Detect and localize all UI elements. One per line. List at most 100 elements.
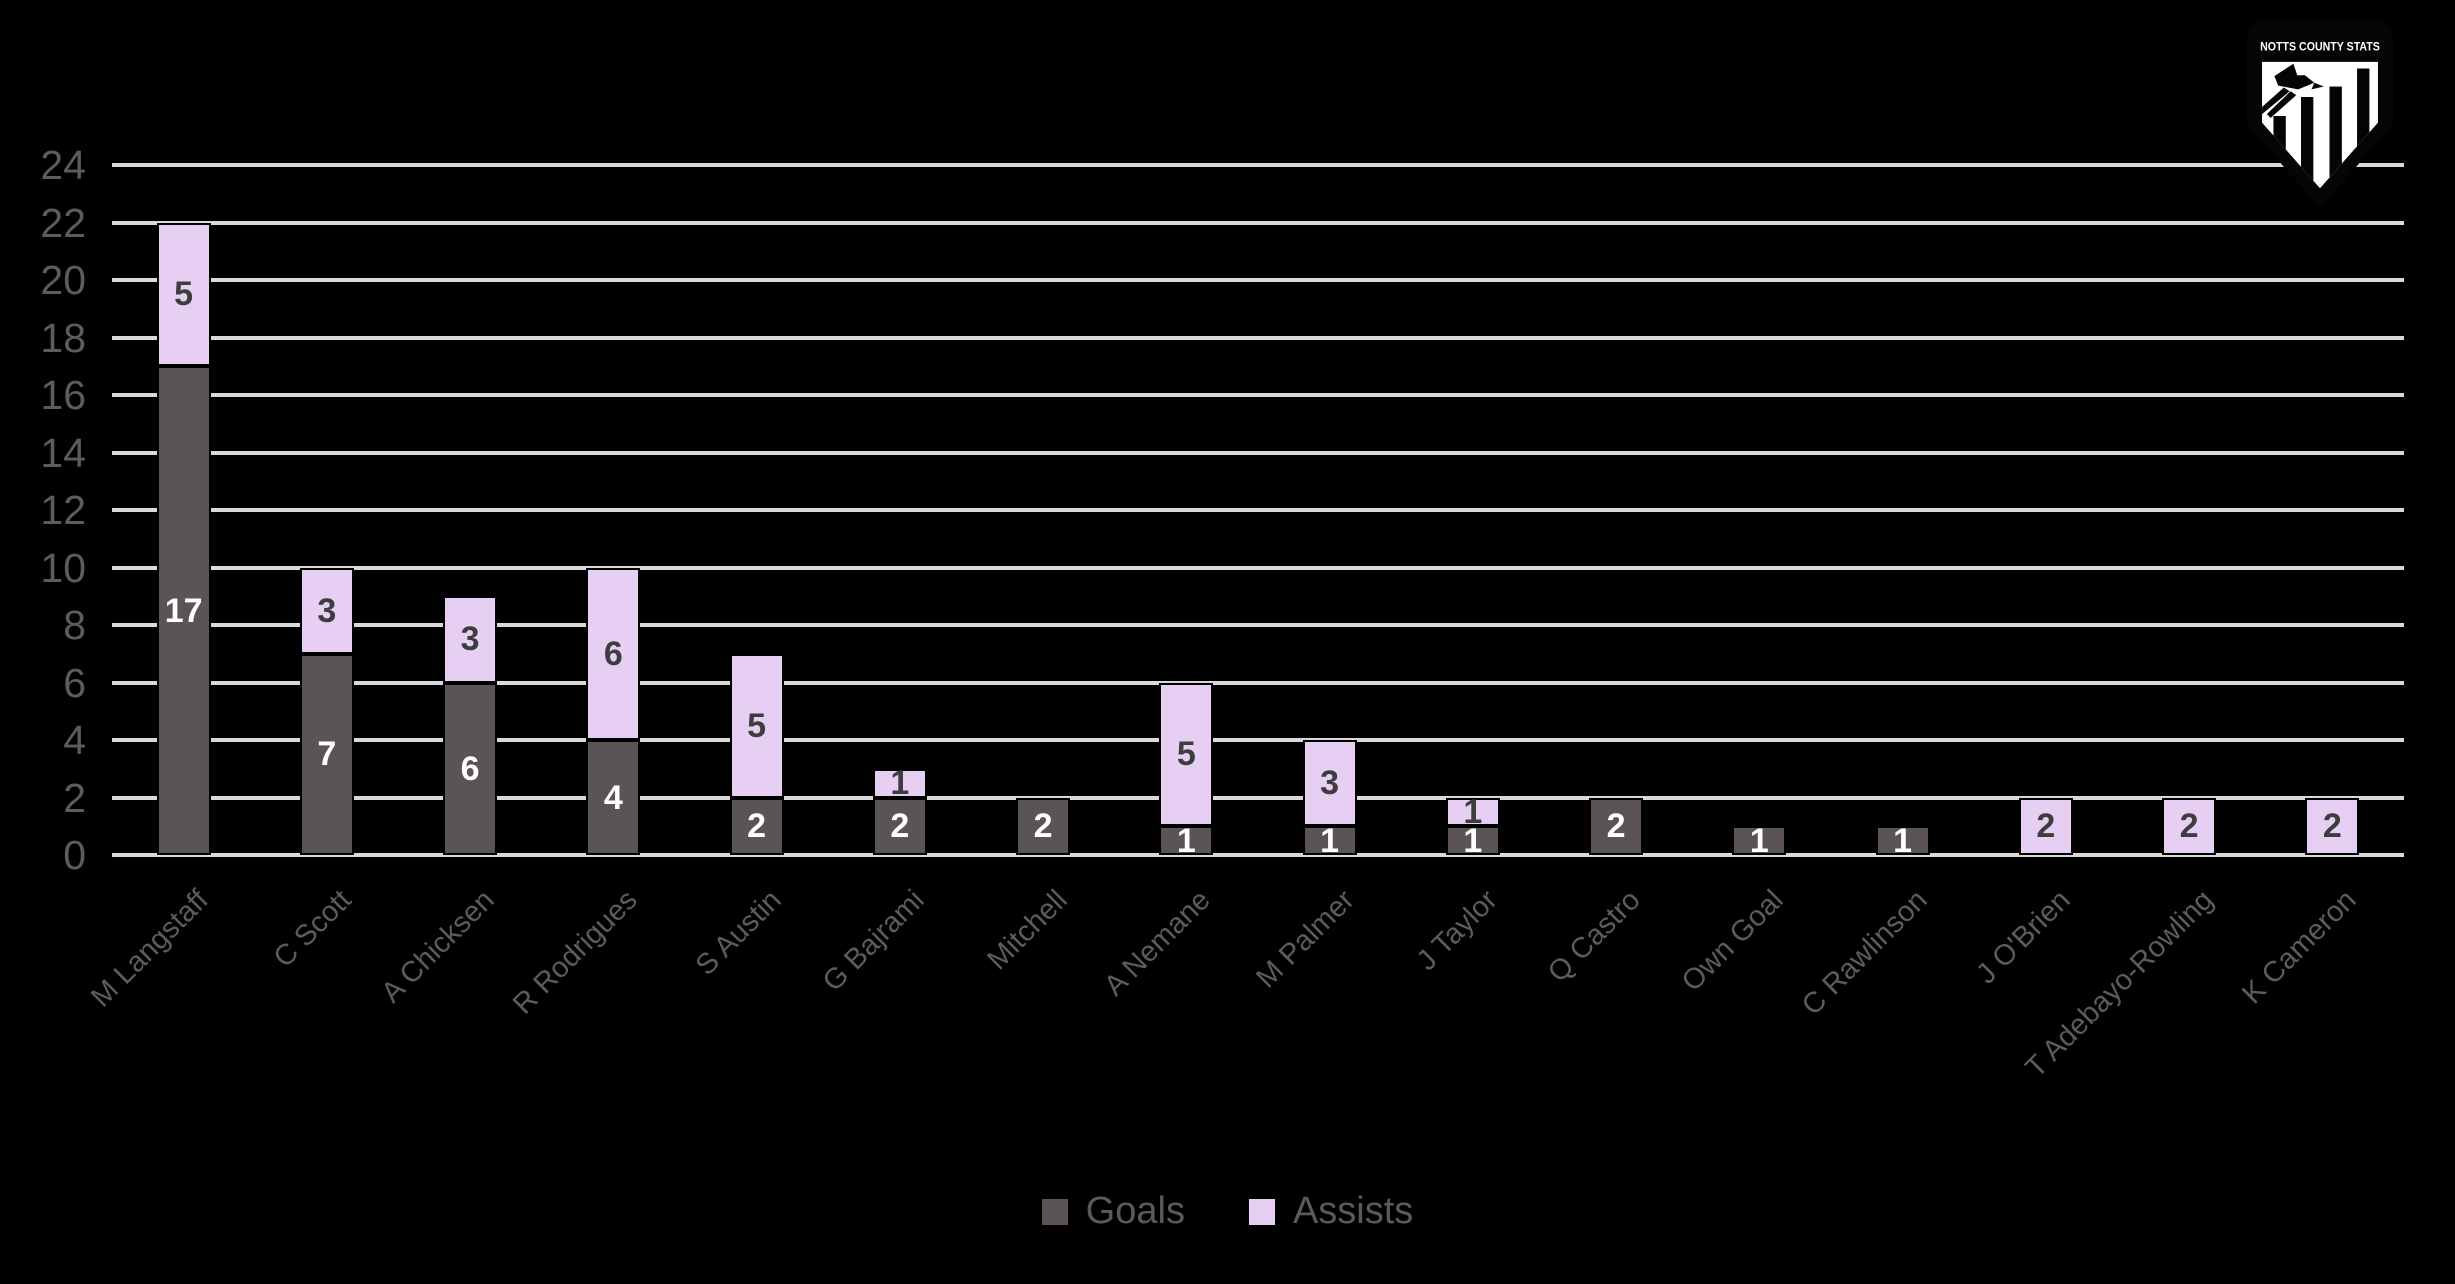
goals-bar-segment: 4 bbox=[586, 740, 641, 855]
goals-bar-segment: 2 bbox=[1016, 797, 1071, 855]
assists-bar-segment: 6 bbox=[586, 567, 641, 740]
x-axis-label: M Palmer bbox=[1249, 884, 1361, 995]
bar-value-label: 3 bbox=[460, 620, 480, 659]
gridline-y-16 bbox=[112, 393, 2404, 397]
assists-bar-segment: 3 bbox=[299, 567, 354, 654]
bar-value-label: 1 bbox=[1893, 821, 1913, 860]
goals-bar-segment: 7 bbox=[299, 653, 354, 855]
gridline-y-14 bbox=[112, 450, 2404, 455]
y-axis-tick-label: 22 bbox=[40, 199, 86, 246]
y-axis-tick-label: 16 bbox=[40, 372, 86, 418]
x-axis-label: Mitchell bbox=[981, 884, 1074, 977]
bar-value-label: 1 bbox=[890, 764, 910, 803]
goals-bar-segment: 1 bbox=[1732, 821, 1787, 860]
bar-value-label: 2 bbox=[1033, 807, 1053, 846]
assists-bar-segment: 2 bbox=[2305, 797, 2360, 855]
bar-value-label: 7 bbox=[317, 735, 337, 774]
gridline-y-2 bbox=[112, 795, 2404, 800]
assists-bar-segment: 5 bbox=[1159, 682, 1214, 827]
y-axis-tick-label: 20 bbox=[40, 257, 86, 303]
bar-value-label: 2 bbox=[890, 807, 910, 846]
assists-bar-segment: 1 bbox=[872, 764, 927, 803]
bar-value-label: 3 bbox=[1320, 764, 1340, 803]
legend-label-assists: Assists bbox=[1292, 1190, 1414, 1232]
logo-text: NOTTS COUNTY STATS bbox=[2260, 39, 2380, 53]
bar-value-label: 2 bbox=[2322, 807, 2342, 846]
x-axis-label: K Cameron bbox=[2236, 884, 2364, 1011]
bar-value-label: 2 bbox=[747, 807, 767, 846]
bar-value-label: 1 bbox=[1463, 792, 1483, 831]
assists-bar-segment: 5 bbox=[729, 653, 784, 798]
goals-bar-segment: 17 bbox=[156, 366, 211, 855]
x-axis-label: G Bajrami bbox=[816, 884, 931, 998]
assists-bar-segment: 1 bbox=[1445, 792, 1500, 831]
gridline-y-0 bbox=[112, 853, 2404, 857]
x-axis-label: J O'Brien bbox=[1970, 884, 2077, 991]
y-axis-tick-label: 10 bbox=[40, 544, 86, 591]
bar-value-label: 6 bbox=[460, 749, 480, 788]
gridline-y-18 bbox=[112, 335, 2404, 340]
bar-value-label: 2 bbox=[1606, 807, 1626, 846]
bar-value-label: 1 bbox=[1176, 821, 1196, 860]
gridline-y-24 bbox=[112, 163, 2404, 167]
gridline-y-10 bbox=[112, 565, 2404, 570]
bar-value-label: 1 bbox=[1320, 821, 1340, 860]
x-axis-label: C Scott bbox=[267, 884, 358, 974]
goals-swatch bbox=[1041, 1198, 1068, 1225]
bar-value-label: 5 bbox=[1176, 735, 1196, 774]
bar-value-label: 5 bbox=[174, 275, 194, 314]
y-axis-tick-label: 18 bbox=[40, 314, 86, 361]
legend-item-assists: Assists bbox=[1248, 1190, 1414, 1233]
assists-bar-segment: 3 bbox=[443, 596, 498, 683]
y-axis-tick-label: 14 bbox=[40, 429, 86, 476]
notts-county-stats-logo: NOTTS COUNTY STATS bbox=[2246, 20, 2394, 209]
x-axis-label: Own Goal bbox=[1676, 884, 1791, 998]
y-axis-tick-label: 12 bbox=[40, 487, 86, 533]
bar-value-label: 5 bbox=[747, 706, 767, 745]
gridline-y-4 bbox=[112, 738, 2404, 742]
bar-value-label: 3 bbox=[317, 591, 337, 630]
x-axis-label: R Rodrigues bbox=[507, 884, 645, 1021]
gridline-y-12 bbox=[112, 508, 2404, 512]
y-axis-tick-label: 2 bbox=[63, 774, 86, 821]
magpie-icon bbox=[2262, 63, 2324, 118]
bar-value-label: 4 bbox=[603, 778, 623, 817]
x-axis-label: J Taylor bbox=[1410, 884, 1504, 977]
gridline-y-22 bbox=[112, 220, 2404, 225]
goals-bar-segment: 1 bbox=[1302, 821, 1357, 860]
x-axis-label: A Nemane bbox=[1098, 884, 1218, 1003]
y-axis-tick-label: 4 bbox=[63, 717, 86, 763]
gridline-y-20 bbox=[112, 278, 2404, 282]
legend-item-goals: Goals bbox=[1041, 1190, 1185, 1233]
x-axis-label: Q Castro bbox=[1542, 884, 1647, 989]
y-axis-tick-label: 0 bbox=[63, 832, 86, 878]
bar-value-label: 2 bbox=[2179, 807, 2199, 846]
goals-bar-segment: 1 bbox=[1159, 821, 1214, 860]
x-axis-label: S Austin bbox=[689, 884, 788, 982]
assists-bar-segment: 3 bbox=[1302, 740, 1357, 827]
goals-bar-segment: 2 bbox=[729, 797, 784, 855]
gridline-y-6 bbox=[112, 680, 2404, 685]
y-axis-tick-label: 8 bbox=[63, 602, 86, 648]
gridline-y-8 bbox=[112, 623, 2404, 627]
assists-bar-segment: 5 bbox=[156, 222, 211, 367]
goals-bar-segment: 2 bbox=[872, 797, 927, 855]
bar-value-label: 1 bbox=[1749, 821, 1769, 860]
bar-value-label: 1 bbox=[1463, 821, 1483, 860]
y-axis-tick-label: 6 bbox=[63, 659, 86, 706]
bar-value-label: 2 bbox=[2036, 807, 2056, 846]
x-axis-label: T Adebayo-Rowling bbox=[2019, 884, 2220, 1085]
bar-value-label: 17 bbox=[164, 591, 203, 630]
assists-bar-segment: 2 bbox=[2018, 797, 2073, 855]
bar-value-label: 6 bbox=[603, 634, 623, 673]
goals-bar-segment: 6 bbox=[443, 682, 498, 855]
goals-bar-segment: 1 bbox=[1875, 821, 1930, 860]
y-axis-tick-label: 24 bbox=[40, 142, 86, 188]
legend-label-goals: Goals bbox=[1085, 1190, 1185, 1232]
assists-swatch bbox=[1248, 1198, 1275, 1225]
x-axis-label: A Chicksen bbox=[375, 884, 501, 1010]
legend: Goals Assists bbox=[0, 1190, 2455, 1233]
goals-bar-segment: 2 bbox=[1589, 797, 1644, 855]
goals-bar-segment: 1 bbox=[1445, 821, 1500, 860]
